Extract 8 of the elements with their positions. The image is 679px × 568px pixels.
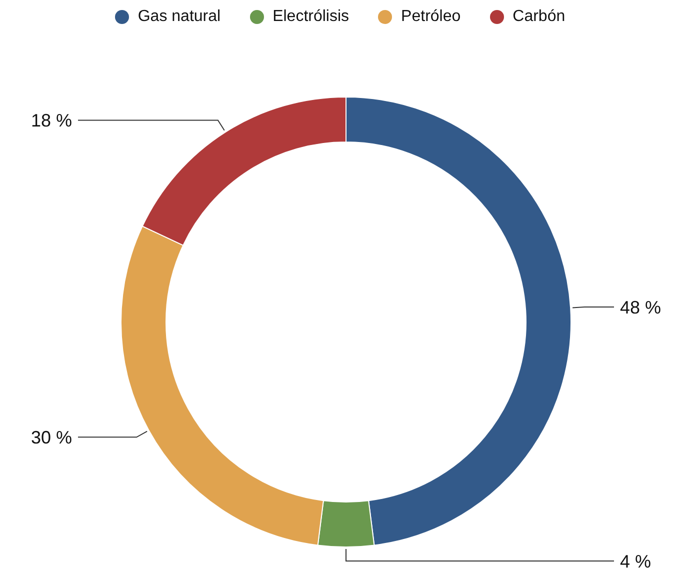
data-label: 4 % (620, 551, 652, 568)
data-label: 48 % (620, 297, 662, 318)
legend-label: Carbón (512, 8, 566, 26)
data-label: 30 % (30, 427, 72, 448)
legend-label: Gas natural (138, 8, 221, 26)
data-label: 18 % (30, 110, 72, 131)
legend-label: Petróleo (401, 8, 461, 26)
legend-label: Electrólisis (272, 8, 350, 26)
